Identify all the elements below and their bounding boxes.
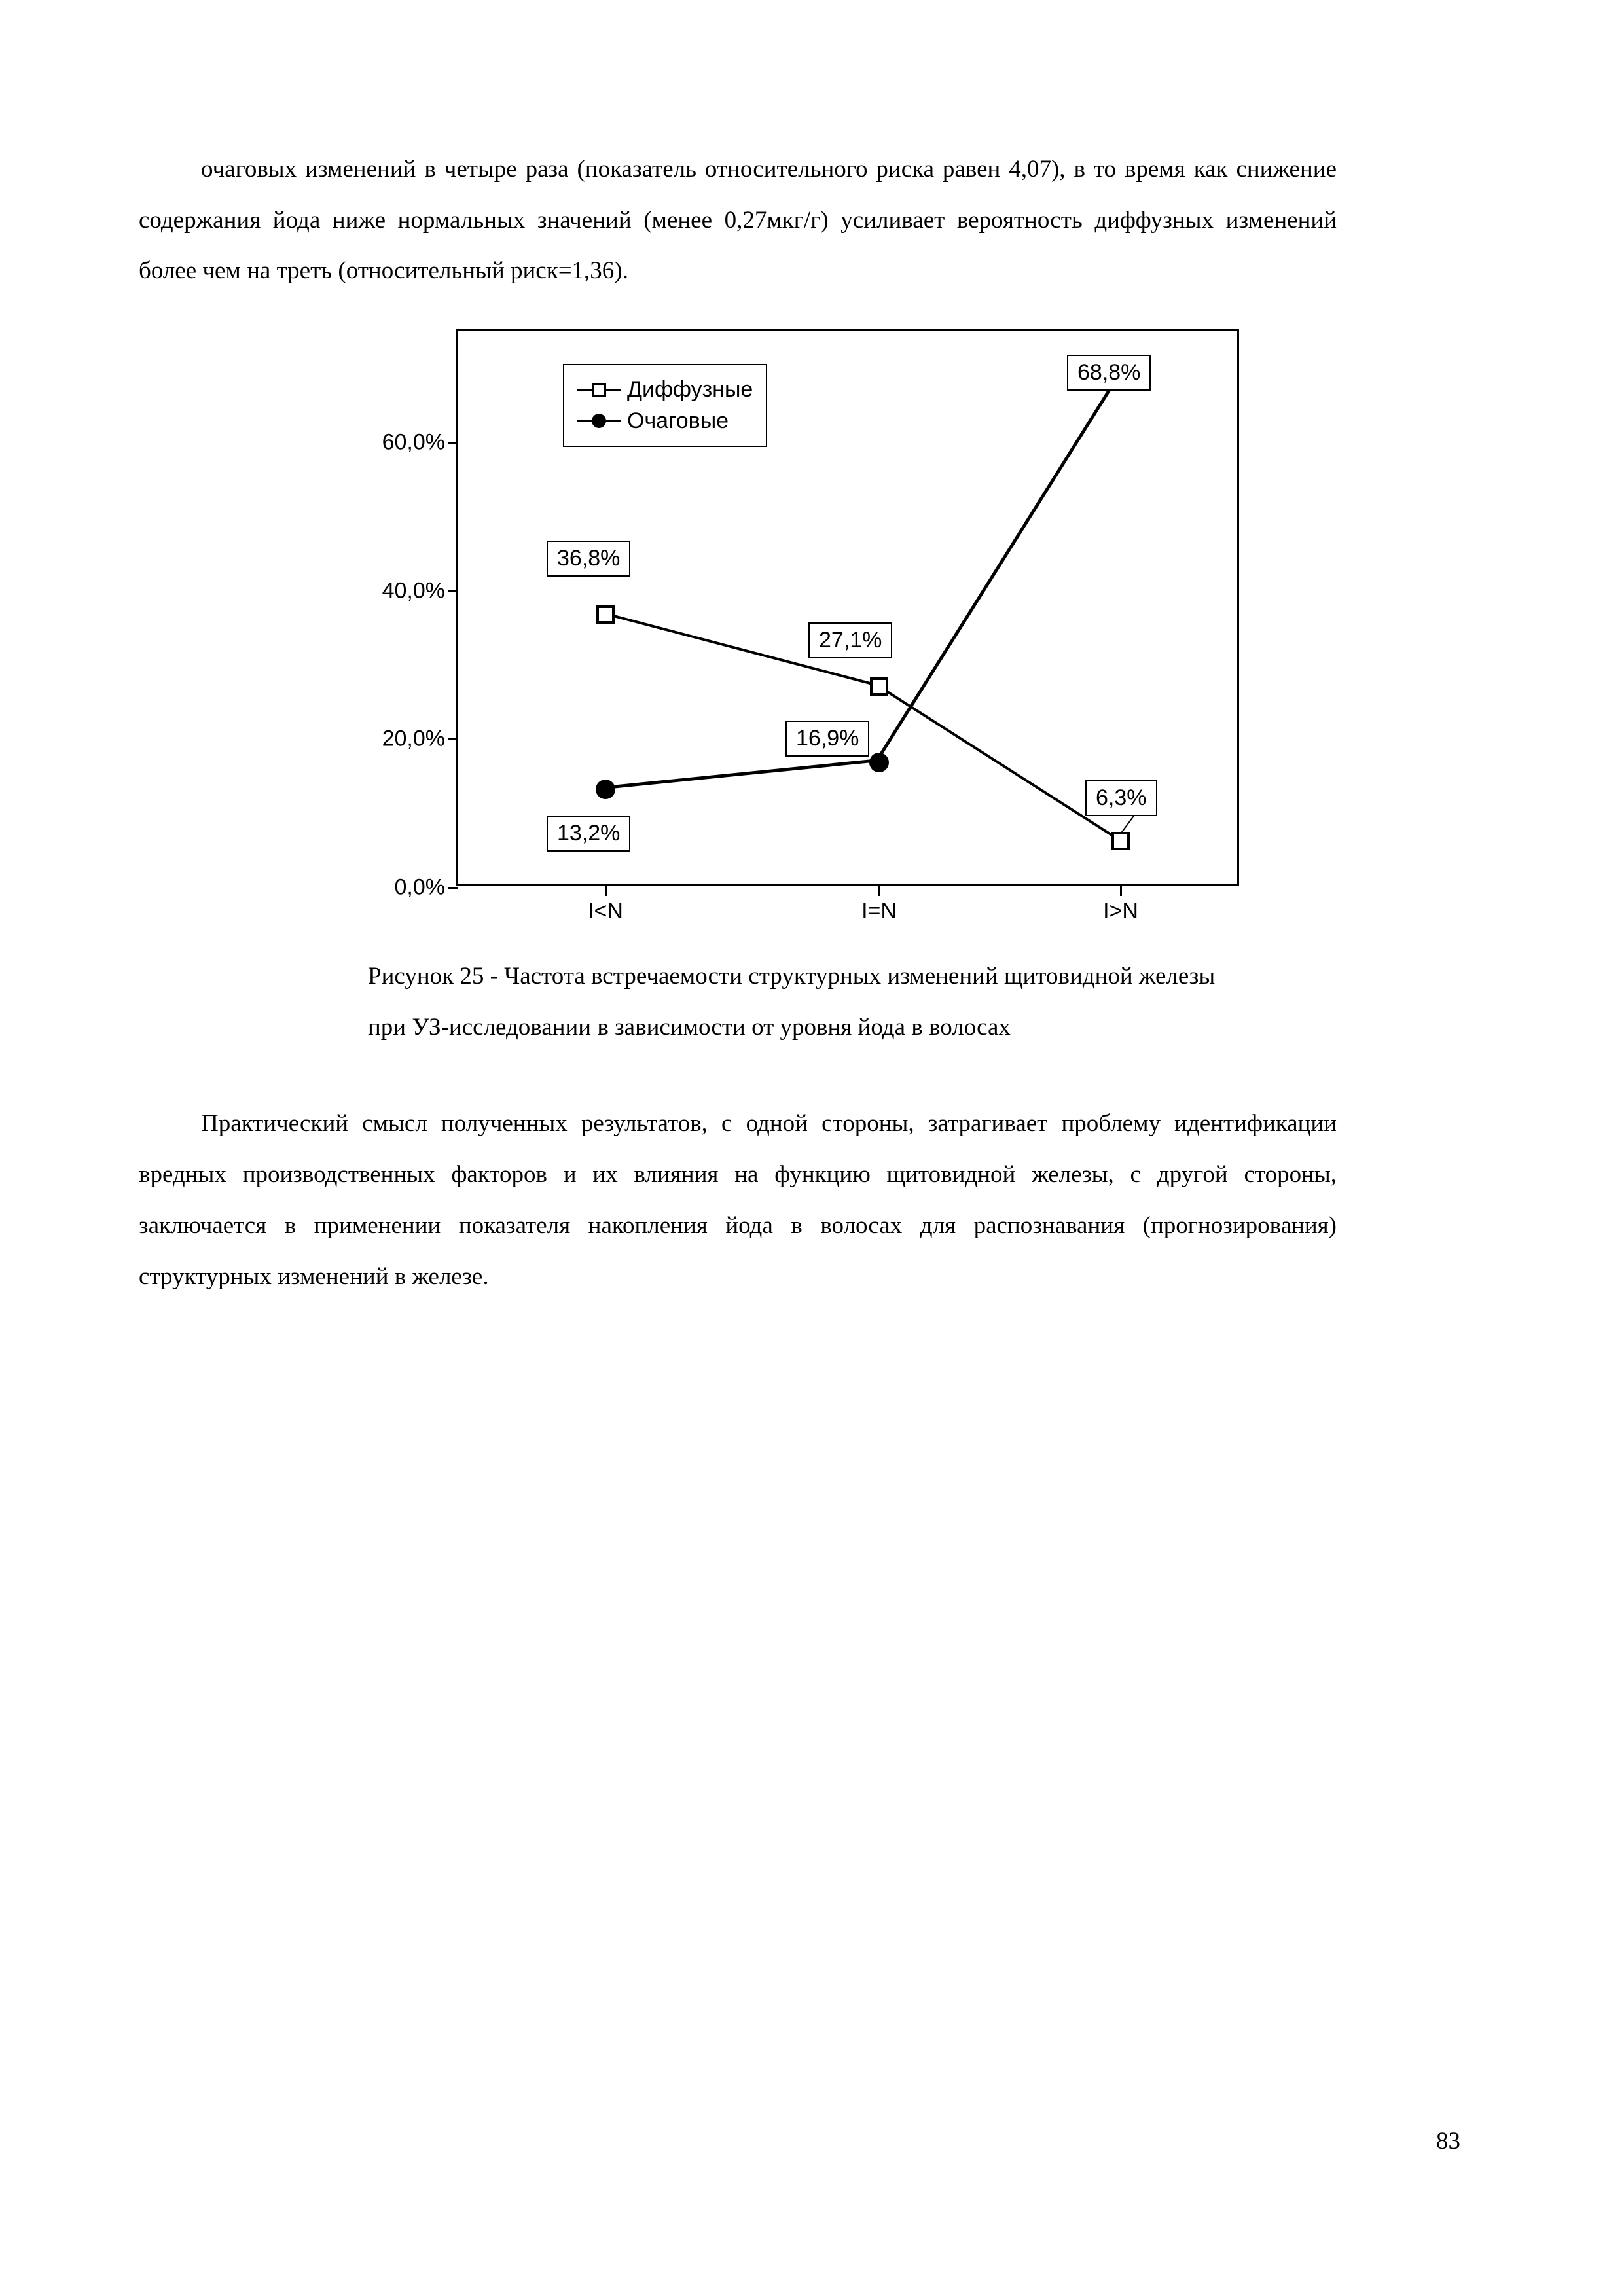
square-icon bbox=[592, 383, 606, 397]
x-tick bbox=[605, 886, 607, 896]
data-label: 36,8% bbox=[547, 541, 630, 577]
circle-marker bbox=[869, 753, 889, 772]
paragraph-2: Практический смысл полученных результато… bbox=[139, 1098, 1337, 1302]
square-marker bbox=[870, 677, 888, 696]
paragraph-1: очаговых изменений в четыре раза (показа… bbox=[139, 144, 1337, 296]
legend-line bbox=[577, 420, 592, 422]
x-axis-label: I=N bbox=[861, 899, 897, 924]
y-axis-label: 40,0% bbox=[382, 578, 445, 603]
y-tick bbox=[448, 590, 458, 592]
x-axis-label: I>N bbox=[1103, 899, 1138, 924]
line-chart: 0,0% 20,0% 40,0% 60,0% I<N I=N I>N 36,8% 27,1% 6,… bbox=[325, 329, 1239, 931]
legend-label: Очаговые bbox=[627, 406, 729, 437]
data-label: 13,2% bbox=[547, 816, 630, 852]
data-label: 16,9% bbox=[785, 721, 869, 757]
chart-container: 0,0% 20,0% 40,0% 60,0% I<N I=N I>N 36,8% 27,1% 6,… bbox=[325, 329, 1239, 931]
y-axis-label: 60,0% bbox=[382, 430, 445, 456]
legend-label: Диффузные bbox=[627, 374, 753, 406]
legend-item: Очаговые bbox=[577, 406, 753, 437]
circle-marker bbox=[596, 780, 615, 799]
x-tick bbox=[1120, 886, 1122, 896]
legend-line bbox=[606, 389, 621, 391]
plot-area: 0,0%20,0%40,0%60,0%I<NI=NI>N36,8%27,1%6,… bbox=[456, 329, 1239, 886]
legend-line bbox=[606, 420, 621, 422]
x-tick bbox=[878, 886, 880, 896]
circle-icon bbox=[592, 414, 606, 428]
y-tick bbox=[448, 738, 458, 740]
data-label: 6,3% bbox=[1085, 780, 1157, 816]
square-marker bbox=[596, 605, 615, 624]
x-axis-label: I<N bbox=[588, 899, 623, 924]
legend: ДиффузныеОчаговые bbox=[563, 364, 767, 447]
figure-caption: Рисунок 25 - Частота встречаемости струк… bbox=[368, 951, 1219, 1052]
legend-line bbox=[577, 389, 592, 391]
legend-item: Диффузные bbox=[577, 374, 753, 406]
data-label: 27,1% bbox=[808, 622, 892, 658]
data-label: 68,8% bbox=[1067, 355, 1151, 391]
page-number: 83 bbox=[1436, 2127, 1460, 2155]
legend-key bbox=[577, 414, 621, 428]
y-tick bbox=[448, 442, 458, 444]
square-marker bbox=[1111, 832, 1130, 850]
y-axis-label: 0,0% bbox=[395, 875, 446, 901]
y-tick bbox=[448, 887, 458, 889]
y-axis-label: 20,0% bbox=[382, 726, 445, 752]
legend-key bbox=[577, 383, 621, 397]
